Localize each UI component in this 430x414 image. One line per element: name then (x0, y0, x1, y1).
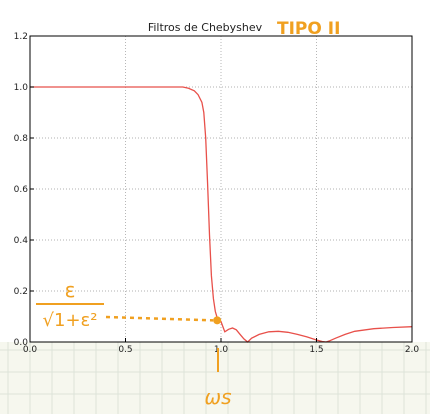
x-tick-label: 1.0 (214, 345, 229, 355)
omega-s-label: ωs (204, 385, 231, 409)
handwritten-title-suffix: TIPO II (277, 19, 340, 39)
y-tick-label: 0.6 (14, 185, 29, 195)
y-tick-label: 0.8 (14, 134, 29, 144)
epsilon-annotation: ε √1+ε² (36, 278, 104, 331)
y-tick-label: 1.0 (14, 83, 29, 93)
stopband-marker (213, 316, 222, 325)
notebook-grid-background (0, 342, 430, 414)
paper-band (0, 342, 430, 414)
epsilon-level-dotted-line (105, 315, 214, 322)
x-tick-label: 0.0 (23, 345, 38, 355)
y-tick-label: 1.2 (14, 32, 28, 42)
y-axis-ticks: 0.0 0.2 0.4 0.6 0.8 1.0 1.2 (14, 32, 34, 348)
y-tick-label: 0.2 (14, 287, 28, 297)
y-tick-label: 0.0 (14, 338, 29, 348)
y-tick-label: 0.4 (14, 236, 29, 246)
x-axis-ticks: 0.0 0.5 1.0 1.5 2.0 (23, 338, 420, 355)
epsilon-numerator: ε (65, 278, 76, 302)
epsilon-denominator: √1+ε² (43, 310, 98, 331)
x-tick-label: 1.5 (309, 345, 323, 355)
x-tick-label: 0.5 (118, 345, 132, 355)
chart-title: Filtros de Chebyshev (148, 21, 263, 34)
x-tick-label: 2.0 (405, 345, 420, 355)
